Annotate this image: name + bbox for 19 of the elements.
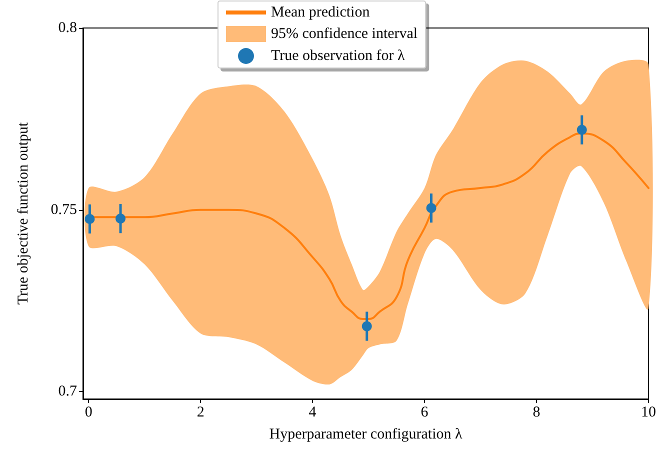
- legend-label: True observation for λ: [271, 48, 406, 64]
- legend-label: Mean prediction: [271, 4, 370, 20]
- point: [116, 214, 126, 224]
- x-tick-label: 0: [84, 404, 92, 420]
- point: [84, 214, 95, 224]
- y-tick-label: 0.7: [58, 384, 78, 400]
- x-tick-label: 4: [308, 404, 317, 420]
- x-tick-label: 10: [641, 404, 656, 420]
- y-tick-label: 0.8: [58, 20, 77, 36]
- x-tick-label: 2: [196, 404, 204, 420]
- x-tick-label: 8: [532, 404, 540, 420]
- x-tick-label: 6: [420, 404, 429, 420]
- point: [426, 203, 436, 214]
- point: [576, 124, 587, 135]
- x-axis-title: Hyperparameter configuration λ: [269, 426, 463, 442]
- legend-label: 95% confidence interval: [271, 26, 418, 42]
- point: [362, 321, 372, 332]
- y-axis-title: True objective function output: [16, 122, 32, 305]
- y-tick-label: 0.75: [50, 202, 77, 218]
